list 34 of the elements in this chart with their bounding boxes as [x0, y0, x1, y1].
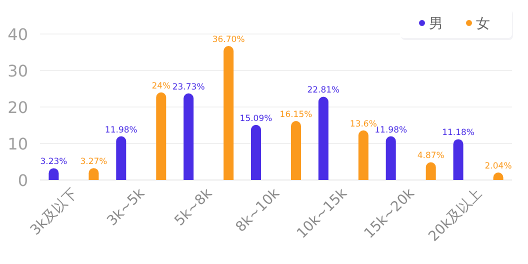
x-tick-label: 20k及以上: [426, 186, 486, 245]
bar: [453, 139, 464, 180]
data-label: 3.27%: [80, 157, 108, 168]
bar: [251, 124, 261, 180]
bar: [426, 162, 436, 180]
data-label: 3.23%: [40, 157, 68, 168]
data-label: 11.98%: [104, 125, 138, 136]
y-tick-label: 10: [8, 134, 28, 154]
bar: [386, 136, 396, 180]
data-label: 24%: [152, 81, 171, 92]
bar: [291, 121, 301, 180]
bar: [224, 46, 234, 180]
data-label: 15.09%: [240, 114, 272, 124]
data-label: 36.70%: [212, 35, 245, 46]
data-label: 11.18%: [442, 128, 474, 138]
bar: [184, 93, 194, 180]
bar: [318, 96, 328, 180]
x-tick-label: 3k及以下: [28, 186, 81, 239]
data-label: 13.6%: [350, 119, 377, 130]
y-tick-label: 30: [8, 62, 28, 80]
y-tick-label: 20: [8, 98, 28, 117]
data-label: 2.04%: [484, 162, 512, 172]
data-label: 16.15%: [280, 110, 312, 120]
data-label: 4.87%: [417, 151, 444, 162]
data-label: 22.81%: [307, 86, 340, 96]
bar: [116, 136, 126, 180]
legend-label: 男: [429, 16, 443, 32]
y-tick-label: 40: [8, 25, 28, 44]
bar: [358, 130, 368, 180]
legend-label: 女: [476, 16, 490, 32]
y-tick-label: 0: [18, 171, 28, 190]
data-label: 11.98%: [374, 125, 408, 136]
data-label: 23.73%: [172, 82, 205, 92]
bar: [156, 92, 166, 180]
